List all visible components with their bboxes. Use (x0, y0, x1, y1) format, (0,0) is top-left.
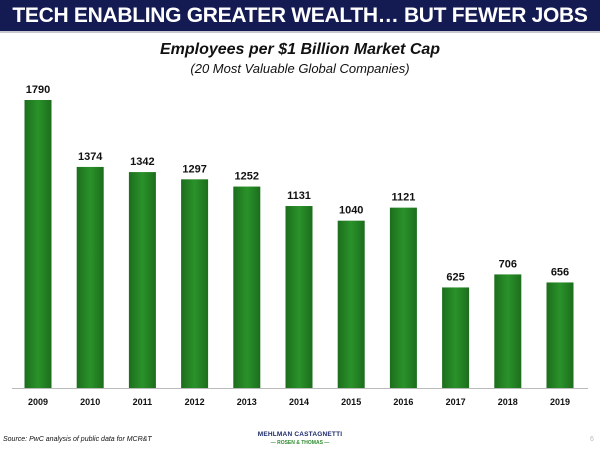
bar-2011 (128, 172, 156, 388)
x-tick-label: 2019 (550, 397, 570, 407)
data-label: 1374 (78, 151, 103, 163)
bar-2014 (285, 206, 313, 388)
source-note: Source: PwC analysis of public data for … (3, 436, 152, 443)
x-tick-label: 2014 (289, 397, 309, 407)
x-tick-label: 2013 (237, 397, 257, 407)
page-number: 6 (590, 436, 594, 443)
data-label: 1297 (182, 163, 206, 175)
x-tick-label: 2010 (80, 397, 100, 407)
x-tick-label: 2018 (498, 397, 518, 407)
data-label: 656 (551, 266, 569, 278)
bar-2015 (337, 220, 365, 388)
x-tick-label: 2015 (341, 397, 361, 407)
company-logo: MEHLMAN CASTAGNETTI — ROSEN & THOMAS — (240, 431, 360, 447)
data-label: 1790 (26, 84, 50, 96)
data-label: 1121 (391, 192, 415, 204)
bar-2009 (24, 100, 52, 388)
data-label: 1040 (339, 205, 363, 217)
x-tick-label: 2011 (133, 397, 153, 407)
bar-2012 (181, 179, 209, 388)
data-label: 625 (446, 271, 464, 283)
slide-title: TECH ENABLING GREATER WEALTH… BUT FEWER … (0, 0, 600, 33)
bar-2019 (546, 282, 574, 388)
x-tick-label: 2016 (393, 397, 413, 407)
chart-title: Employees per $1 Billion Market Cap (159, 41, 441, 58)
bar-2017 (442, 287, 470, 388)
x-tick-label: 2017 (446, 397, 466, 407)
bar-2016 (389, 207, 417, 388)
bar-2013 (233, 186, 261, 388)
logo-line2: — ROSEN & THOMAS — (270, 440, 330, 446)
chart-subtitle: (20 Most Valuable Global Companies) (190, 61, 410, 76)
bar-2018 (494, 274, 522, 388)
data-label: 1342 (130, 156, 154, 168)
data-label: 1131 (287, 190, 311, 202)
x-tick-label: 2009 (28, 397, 48, 407)
bar-2010 (76, 166, 104, 388)
data-label: 1252 (235, 171, 259, 183)
x-tick-label: 2012 (185, 397, 205, 407)
logo-line1: MEHLMAN CASTAGNETTI (257, 431, 343, 438)
data-label: 706 (499, 258, 517, 270)
